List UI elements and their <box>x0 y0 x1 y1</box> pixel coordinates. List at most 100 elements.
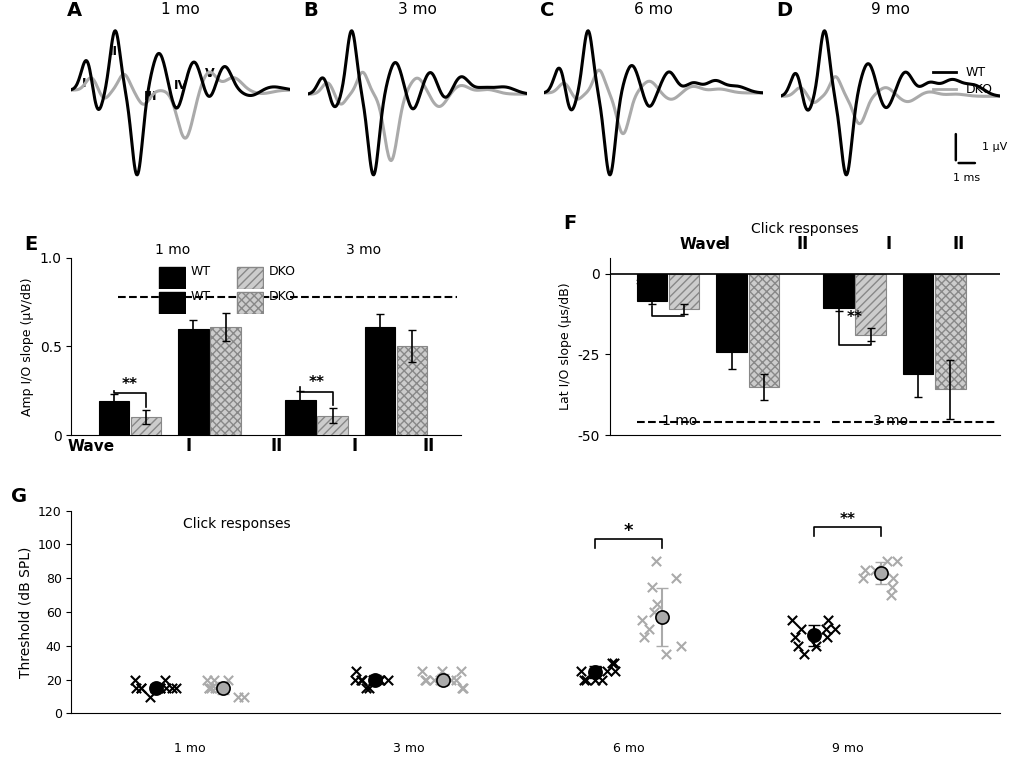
Text: **: ** <box>846 310 862 325</box>
Text: 1 ms: 1 ms <box>953 172 979 183</box>
Point <box>201 682 217 695</box>
Point <box>212 682 228 695</box>
Point <box>856 564 872 576</box>
Bar <box>715 274 746 353</box>
Point <box>854 572 870 584</box>
Bar <box>636 274 666 301</box>
Point <box>152 682 168 695</box>
Point <box>206 673 222 686</box>
Point <box>672 640 688 652</box>
Point <box>353 673 369 686</box>
Bar <box>748 274 779 387</box>
Point <box>354 673 370 686</box>
Bar <box>210 327 240 435</box>
Point <box>220 673 236 686</box>
Point <box>454 682 471 695</box>
Text: DKO: DKO <box>268 266 296 278</box>
Text: B: B <box>304 2 318 20</box>
Point <box>157 673 173 686</box>
Text: E: E <box>24 235 38 254</box>
Point <box>866 564 882 576</box>
Point <box>877 555 894 568</box>
Text: Click responses: Click responses <box>182 517 290 531</box>
Point <box>371 673 387 686</box>
Point <box>379 673 395 686</box>
Point <box>805 629 821 641</box>
Point <box>347 665 364 677</box>
Point <box>206 682 222 695</box>
Legend: WT, DKO: WT, DKO <box>927 61 997 101</box>
Text: II: II <box>108 45 117 58</box>
Text: **: ** <box>122 377 138 392</box>
Bar <box>934 274 965 389</box>
Point <box>346 673 363 686</box>
Text: **: ** <box>308 375 324 390</box>
Text: 3 mo: 3 mo <box>872 414 907 428</box>
Text: 9 mo: 9 mo <box>832 742 863 755</box>
Point <box>807 640 823 652</box>
Text: A: A <box>67 2 83 20</box>
Point <box>819 614 836 626</box>
Point <box>884 572 901 584</box>
Point <box>152 682 168 695</box>
Point <box>640 622 656 635</box>
Point <box>647 555 663 568</box>
Point <box>126 673 143 686</box>
Point <box>826 622 843 635</box>
Point <box>881 589 898 601</box>
Point <box>603 656 620 669</box>
Text: *: * <box>623 522 633 540</box>
Text: 3 mo: 3 mo <box>392 742 424 755</box>
Y-axis label: Threshold (dB SPL): Threshold (dB SPL) <box>18 546 33 677</box>
Point <box>572 665 588 677</box>
Point <box>367 673 383 686</box>
Point <box>588 665 604 677</box>
Point <box>148 682 164 695</box>
Point <box>447 673 464 686</box>
Point <box>667 572 684 584</box>
Bar <box>396 347 427 435</box>
Text: 1 mo: 1 mo <box>155 243 191 257</box>
Text: I: I <box>185 437 192 455</box>
Bar <box>284 400 315 435</box>
Point <box>417 673 433 686</box>
Text: 3 mo: 3 mo <box>397 2 436 17</box>
Point <box>784 614 800 626</box>
Point <box>431 673 447 686</box>
Bar <box>178 328 209 435</box>
Point <box>634 614 650 626</box>
Bar <box>668 274 699 310</box>
Point <box>657 648 674 661</box>
Bar <box>130 417 161 435</box>
Point <box>872 567 889 579</box>
Point <box>452 665 469 677</box>
Point <box>587 673 603 686</box>
Point <box>215 682 231 695</box>
Text: IV: IV <box>174 78 189 92</box>
Bar <box>902 274 932 374</box>
Point <box>418 673 434 686</box>
Point <box>132 682 149 695</box>
Bar <box>365 327 395 435</box>
Point <box>142 690 158 702</box>
Point <box>606 665 623 677</box>
Text: WT: WT <box>191 290 210 303</box>
Point <box>132 682 149 695</box>
Point <box>653 611 669 623</box>
Text: 9 mo: 9 mo <box>870 2 909 17</box>
Point <box>593 673 609 686</box>
Point <box>453 682 470 695</box>
Point <box>817 622 834 635</box>
Text: II: II <box>952 234 964 252</box>
Point <box>128 682 145 695</box>
Point <box>578 673 594 686</box>
Point <box>605 656 622 669</box>
Text: C: C <box>539 2 553 20</box>
Text: I: I <box>83 77 87 90</box>
Text: Wave: Wave <box>679 237 727 252</box>
Text: D: D <box>775 2 792 20</box>
Point <box>358 682 374 695</box>
Point <box>216 682 232 695</box>
Text: WT: WT <box>191 266 210 278</box>
Point <box>365 673 381 686</box>
